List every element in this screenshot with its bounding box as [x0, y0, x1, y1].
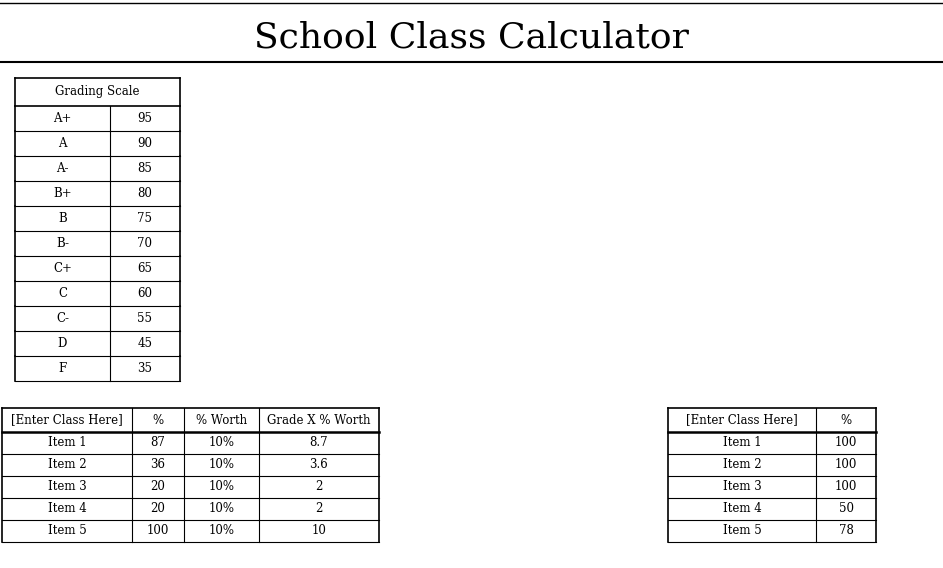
Text: 60: 60 [138, 287, 153, 300]
Text: 36: 36 [151, 458, 166, 471]
Text: 100: 100 [835, 481, 857, 494]
Text: Grading Scale: Grading Scale [56, 86, 140, 98]
Text: 10%: 10% [208, 436, 235, 449]
Text: A: A [58, 137, 67, 150]
Text: 95: 95 [138, 112, 153, 125]
Text: Item 3: Item 3 [722, 481, 761, 494]
Text: 20: 20 [151, 503, 165, 516]
Text: [Enter Class Here]: [Enter Class Here] [11, 414, 123, 427]
Text: 90: 90 [138, 137, 153, 150]
Text: 87: 87 [151, 436, 165, 449]
Text: Item 5: Item 5 [722, 524, 761, 537]
Text: %: % [840, 414, 852, 427]
Text: B-: B- [56, 237, 69, 250]
Text: C: C [58, 287, 67, 300]
Text: Item 2: Item 2 [48, 458, 87, 471]
Text: 75: 75 [138, 212, 153, 225]
Text: %: % [153, 414, 163, 427]
Text: C-: C- [56, 312, 69, 325]
Text: B+: B+ [53, 187, 72, 200]
Text: 2: 2 [315, 481, 323, 494]
Text: Item 4: Item 4 [722, 503, 761, 516]
Text: D: D [58, 337, 67, 350]
Text: 55: 55 [138, 312, 153, 325]
Text: Item 1: Item 1 [48, 436, 87, 449]
Text: 2: 2 [315, 503, 323, 516]
Text: 10: 10 [311, 524, 326, 537]
Text: 65: 65 [138, 262, 153, 275]
Text: Item 5: Item 5 [48, 524, 87, 537]
Text: 80: 80 [138, 187, 153, 200]
Text: Item 4: Item 4 [48, 503, 87, 516]
Text: [Enter Class Here]: [Enter Class Here] [687, 414, 798, 427]
Text: School Class Calculator: School Class Calculator [254, 21, 689, 55]
Text: 45: 45 [138, 337, 153, 350]
Text: F: F [58, 362, 67, 375]
Text: Item 1: Item 1 [722, 436, 761, 449]
Text: A-: A- [57, 162, 69, 175]
Text: 20: 20 [151, 481, 165, 494]
Text: 10%: 10% [208, 481, 235, 494]
Text: 100: 100 [147, 524, 169, 537]
Text: C+: C+ [53, 262, 72, 275]
Text: B: B [58, 212, 67, 225]
Text: 8.7: 8.7 [309, 436, 328, 449]
Text: Item 2: Item 2 [722, 458, 761, 471]
Text: Item 3: Item 3 [48, 481, 87, 494]
Text: 50: 50 [838, 503, 853, 516]
Text: % Worth: % Worth [196, 414, 247, 427]
Text: A+: A+ [54, 112, 72, 125]
Text: 85: 85 [138, 162, 153, 175]
Text: 10%: 10% [208, 503, 235, 516]
Text: 10%: 10% [208, 524, 235, 537]
Text: Grade X % Worth: Grade X % Worth [267, 414, 371, 427]
Text: 3.6: 3.6 [309, 458, 328, 471]
Text: 35: 35 [138, 362, 153, 375]
Text: 10%: 10% [208, 458, 235, 471]
Text: 78: 78 [838, 524, 853, 537]
Text: 100: 100 [835, 458, 857, 471]
Text: 100: 100 [835, 436, 857, 449]
Text: 70: 70 [138, 237, 153, 250]
